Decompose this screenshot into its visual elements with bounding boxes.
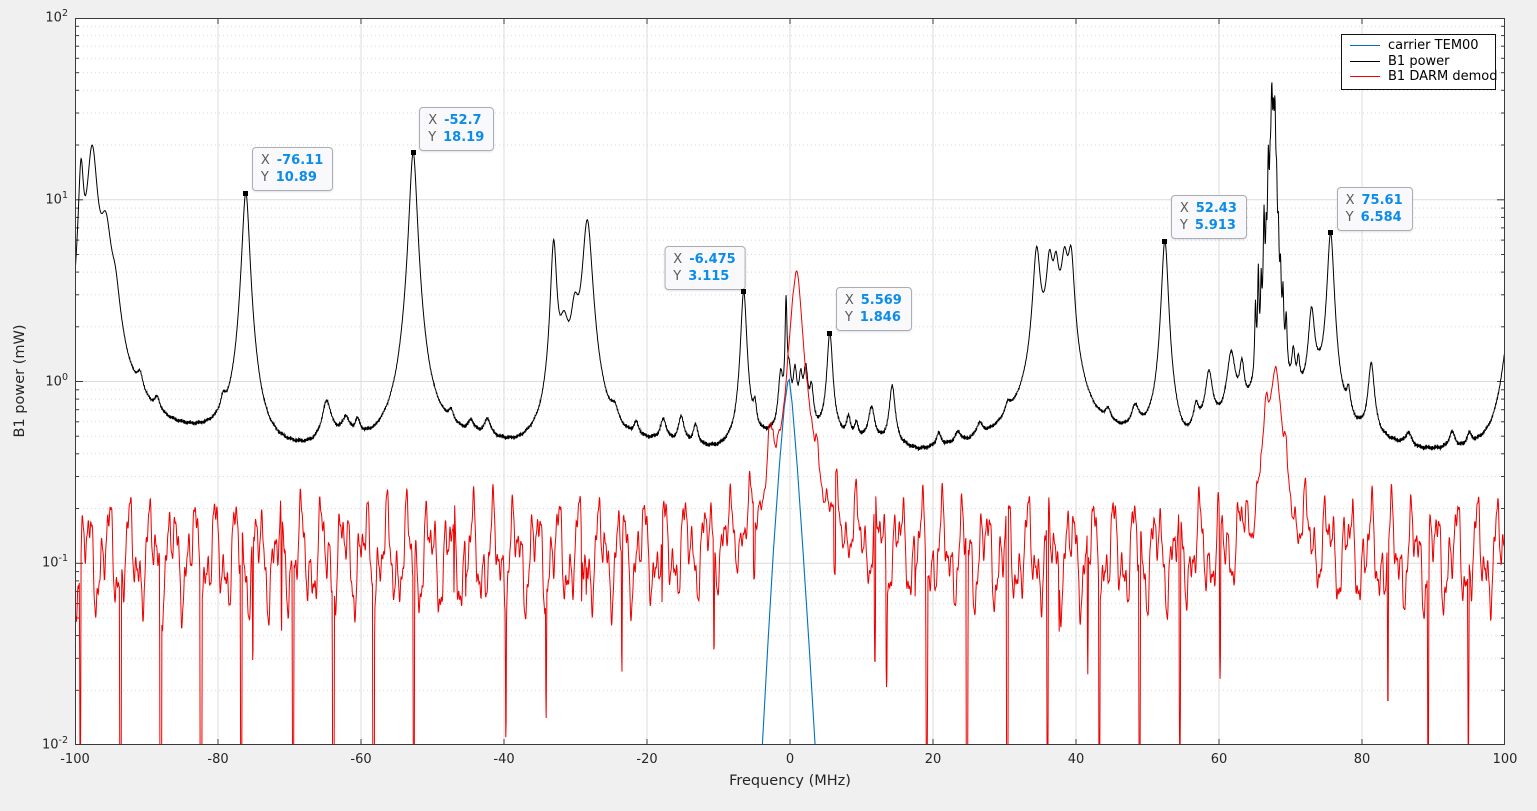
datatip-marker[interactable]: [1328, 230, 1334, 236]
datatip-y-label: Y: [673, 268, 682, 284]
x-tick-label: -40: [493, 752, 515, 767]
datatip-x-value: -52.7: [444, 112, 482, 128]
x-tick-label: -80: [207, 752, 229, 767]
datatip-x-value: 75.61: [1361, 192, 1403, 208]
datatip-marker[interactable]: [410, 150, 416, 156]
datatip-marker[interactable]: [1162, 238, 1168, 244]
datatip-row: Y 3.115: [673, 268, 735, 285]
datatip-row: X -6.475: [673, 251, 735, 268]
datatip-y-label: Y: [428, 129, 437, 145]
legend-entry[interactable]: carrier TEM00: [1342, 38, 1495, 54]
datatip-y-value: 6.584: [1360, 209, 1402, 225]
datatip-x-value: 52.43: [1195, 201, 1237, 217]
datatip-row: X 75.61: [1346, 192, 1403, 209]
datatip-x-value: 5.569: [860, 293, 902, 309]
legend-entry[interactable]: B1 power: [1342, 54, 1495, 70]
datatip-y-value: 1.846: [859, 310, 901, 326]
datatip-y-value: 3.115: [688, 268, 730, 284]
series-carrier-tem00[interactable]: [761, 378, 816, 745]
datatip-x-value: -76.11: [276, 153, 324, 169]
datatip-marker[interactable]: [827, 330, 833, 336]
datatip-marker[interactable]: [741, 289, 747, 295]
series-b1-darm-demod[interactable]: [75, 270, 1505, 745]
datatip-row: Y 18.19: [428, 129, 484, 146]
datatip-y-value: 10.89: [275, 170, 317, 186]
datatip-x-label: X: [260, 153, 270, 169]
x-tick-label: 80: [1353, 752, 1371, 767]
datatip-y-value: 5.913: [1194, 218, 1236, 234]
datatip-row: X -76.11: [261, 152, 323, 169]
legend-entry[interactable]: B1 DARM demod: [1342, 69, 1498, 85]
datatip-y-label: Y: [260, 170, 269, 186]
datatip[interactable]: X -6.475 Y 3.115: [664, 245, 746, 290]
datatip-row: Y 1.846: [845, 309, 902, 326]
datatip-y-label: Y: [1345, 209, 1354, 225]
datatip-y-value: 18.19: [443, 129, 485, 145]
x-tick-label: -20: [636, 752, 658, 767]
series-b1-power[interactable]: [75, 82, 1505, 452]
x-tick-label: 100: [1492, 752, 1518, 767]
datatip-row: Y 5.913: [1180, 217, 1237, 234]
x-tick-label: 0: [785, 752, 795, 767]
datatip-row: X -52.7: [428, 112, 484, 129]
datatip-x-label: X: [1345, 192, 1355, 208]
y-tick-label: 102: [45, 8, 68, 26]
x-tick-label: -60: [350, 752, 372, 767]
plot-area[interactable]: [75, 18, 1505, 745]
x-axis-label: Frequency (MHz): [729, 773, 851, 789]
legend-line-swatch: [1350, 76, 1380, 78]
legend-label: B1 DARM demod: [1388, 69, 1498, 85]
y-tick-label: 101: [45, 189, 68, 208]
legend-line-swatch: [1350, 60, 1380, 62]
datatip[interactable]: X 5.569 Y 1.846: [835, 287, 912, 332]
y-axis-label: B1 power (mW): [12, 324, 28, 438]
y-tick-label: 10-2: [41, 735, 68, 753]
datatip-y-label: Y: [1179, 218, 1188, 234]
datatip-x-label: X: [428, 112, 438, 128]
legend-label: carrier TEM00: [1388, 38, 1479, 54]
datatip-row: X 5.569: [845, 292, 902, 309]
legend-label: B1 power: [1388, 53, 1450, 69]
datatip-row: Y 6.584: [1346, 209, 1403, 226]
legend[interactable]: carrier TEM00 B1 power B1 DARM demod: [1341, 34, 1498, 90]
x-tick-label: 40: [1067, 752, 1085, 767]
x-tick-label: -100: [60, 752, 90, 767]
y-tick-label: 10-1: [41, 553, 68, 571]
datatip[interactable]: X 52.43 Y 5.913: [1170, 195, 1247, 240]
axes-box: [75, 18, 1505, 745]
datatip[interactable]: X -52.7 Y 18.19: [419, 106, 495, 151]
datatip-x-label: X: [844, 293, 854, 309]
datatip-x-label: X: [1179, 201, 1189, 217]
datatip-row: Y 10.89: [261, 169, 323, 186]
datatip-y-label: Y: [844, 310, 853, 326]
legend-line-swatch: [1350, 45, 1380, 47]
x-tick-label: 60: [1210, 752, 1228, 767]
datatip[interactable]: X -76.11 Y 10.89: [251, 147, 334, 192]
datatip[interactable]: X 75.61 Y 6.584: [1336, 186, 1413, 231]
datatip-marker[interactable]: [243, 190, 249, 196]
datatip-x-label: X: [673, 251, 683, 267]
y-tick-label: 100: [45, 371, 68, 389]
datatip-row: X 52.43: [1180, 200, 1237, 217]
x-tick-label: 20: [924, 752, 942, 767]
datatip-x-value: -6.475: [689, 251, 736, 267]
